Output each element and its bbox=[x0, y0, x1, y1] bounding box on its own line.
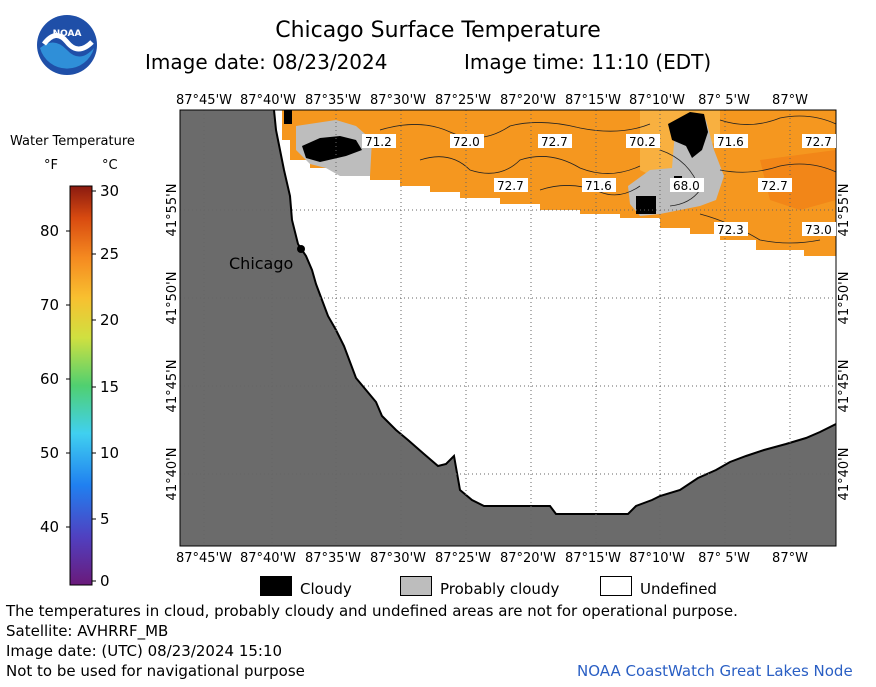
lon-label-top: 87°15'W bbox=[565, 93, 621, 108]
temp-label: 71.6 bbox=[585, 179, 612, 193]
lon-label-bottom: 87°30'W bbox=[370, 551, 426, 566]
c-tick-label: 10 bbox=[100, 444, 119, 462]
navigation-warning: Not to be used for navigational purpose bbox=[6, 662, 305, 680]
lon-label-bottom: 87°25'W bbox=[435, 551, 491, 566]
lon-label-bottom: 87°40'W bbox=[240, 551, 296, 566]
temp-label: 72.3 bbox=[717, 223, 744, 237]
temp-label: 68.0 bbox=[673, 179, 700, 193]
cloudy-swatch bbox=[260, 576, 292, 596]
probably-cloudy-swatch bbox=[400, 576, 432, 596]
temp-label: 72.0 bbox=[453, 135, 480, 149]
temp-label: 71.6 bbox=[717, 135, 744, 149]
lon-label-bottom: 87°20'W bbox=[500, 551, 556, 566]
image-time: Image time: 11:10 (EDT) bbox=[464, 50, 712, 74]
c-tick-label: 0 bbox=[100, 572, 110, 590]
image-date: Image date: 08/23/2024 bbox=[145, 50, 388, 74]
lon-label-top: 87°10'W bbox=[629, 93, 685, 108]
map-frame bbox=[179, 109, 837, 547]
lon-label-top: 87°40'W bbox=[240, 93, 296, 108]
c-tick-label: 30 bbox=[100, 182, 119, 200]
lat-label-left: 41°50'N bbox=[165, 272, 180, 325]
temp-label: 70.2 bbox=[629, 135, 656, 149]
lon-label-top: 87°45'W bbox=[176, 93, 232, 108]
lon-label-top: 87°30'W bbox=[370, 93, 426, 108]
lon-label-top: 87° 5'W bbox=[698, 93, 750, 108]
lat-label-right: 41°50'N bbox=[837, 272, 852, 325]
satellite-info: Satellite: AVHRRF_MB bbox=[6, 622, 169, 640]
undefined-swatch bbox=[600, 576, 632, 596]
c-tick-label: 15 bbox=[100, 378, 119, 396]
credit-text: NOAA CoastWatch Great Lakes Node bbox=[577, 662, 853, 680]
f-tick-label: 80 bbox=[40, 222, 59, 240]
temp-label: 72.7 bbox=[761, 179, 788, 193]
temp-label: 72.7 bbox=[541, 135, 568, 149]
f-tick-label: 40 bbox=[40, 518, 59, 536]
lat-label-left: 41°40'N bbox=[165, 448, 180, 501]
lon-label-top: 87°25'W bbox=[435, 93, 491, 108]
lon-label-top: 87°W bbox=[772, 93, 808, 108]
land-region bbox=[180, 110, 836, 546]
lat-label-right: 41°45'N bbox=[837, 360, 852, 413]
f-tick-label: 50 bbox=[40, 444, 59, 462]
logo-text: NOAA bbox=[53, 29, 82, 39]
lon-label-bottom: 87°45'W bbox=[176, 551, 232, 566]
c-tick-label: 20 bbox=[100, 311, 119, 329]
color-scale-ticks bbox=[66, 190, 96, 582]
lon-label-bottom: 87°W bbox=[772, 551, 808, 566]
undefined-key-label: Undefined bbox=[640, 580, 717, 598]
shoreline bbox=[273, 110, 836, 515]
cloudy-key-label: Cloudy bbox=[300, 580, 352, 598]
f-tick-label: 60 bbox=[40, 370, 59, 388]
lon-label-bottom: 87°35'W bbox=[305, 551, 361, 566]
color-scale-bar bbox=[69, 185, 93, 586]
lon-label-bottom: 87°15'W bbox=[565, 551, 621, 566]
temp-label: 72.7 bbox=[497, 179, 524, 193]
map-title: Chicago Surface Temperature bbox=[275, 18, 601, 43]
legend-title: Water Temperature bbox=[10, 134, 135, 149]
noaa-logo-icon: NOAA bbox=[37, 15, 97, 75]
lat-label-left: 41°45'N bbox=[165, 360, 180, 413]
temp-label: 71.2 bbox=[365, 135, 392, 149]
lon-label-bottom: 87° 5'W bbox=[698, 551, 750, 566]
lat-label-right: 41°40'N bbox=[837, 448, 852, 501]
city-marker bbox=[297, 245, 305, 253]
lon-label-top: 87°35'W bbox=[305, 93, 361, 108]
lon-label-bottom: 87°10'W bbox=[629, 551, 685, 566]
cloudy-patch bbox=[668, 112, 708, 158]
lat-label-right: 41°55'N bbox=[837, 184, 852, 237]
lat-label-left: 41°55'N bbox=[165, 184, 180, 237]
c-tick-label: 5 bbox=[100, 510, 110, 528]
probably-cloudy-key-label: Probably cloudy bbox=[440, 580, 560, 598]
c-tick-label: 25 bbox=[100, 245, 119, 263]
legend-unit-f: °F bbox=[44, 158, 58, 173]
city-label: Chicago bbox=[229, 254, 293, 273]
f-tick-label: 70 bbox=[40, 296, 59, 314]
utc-date: Image date: (UTC) 08/23/2024 15:10 bbox=[6, 642, 283, 660]
legend-unit-c: °C bbox=[102, 158, 118, 173]
cloudy-patch bbox=[302, 136, 362, 162]
temp-label: 73.0 bbox=[805, 223, 832, 237]
lon-label-top: 87°20'W bbox=[500, 93, 556, 108]
disclaimer-note: The temperatures in cloud, probably clou… bbox=[6, 602, 738, 620]
temp-label: 72.7 bbox=[805, 135, 832, 149]
